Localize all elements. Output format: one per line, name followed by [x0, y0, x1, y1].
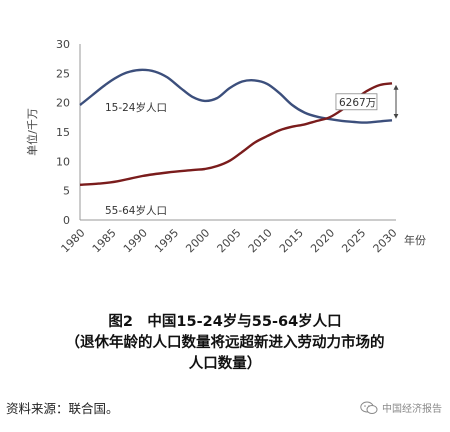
x-tick-label: 1995: [152, 226, 181, 255]
gap-annotation: 6267万: [335, 84, 399, 119]
x-tick-label: 1985: [90, 226, 119, 255]
series-line-15-24: [79, 68, 393, 124]
x-tick-label: 2030: [371, 226, 400, 255]
caption-title: 图2 中国15-24岁与55-64岁人口: [108, 314, 342, 330]
watermark-text: 中国经济报告: [382, 404, 442, 415]
y-tick-label: 30: [56, 38, 70, 51]
x-tick-label: 1990: [121, 226, 150, 255]
x-tick-label: 2005: [215, 226, 244, 255]
x-tick-label: 2000: [183, 226, 212, 255]
x-tick-label: 2020: [308, 226, 337, 255]
y-tick-label: 20: [56, 97, 70, 110]
x-tick-label: 2010: [246, 226, 275, 255]
y-tick-label: 5: [63, 185, 70, 198]
x-axis-label: 年份: [404, 233, 426, 247]
series-label-55-64: 55-64岁人口: [105, 204, 167, 217]
x-axis: 1980 1985 1990 1995 2000 2005 2010 2015 2020 2025…: [59, 219, 426, 255]
y-axis-label: 单位/千万: [25, 108, 39, 156]
watermark: 中国经济报告: [360, 400, 442, 415]
y-tick-label: 15: [56, 126, 70, 139]
wechat-icon: [360, 401, 378, 414]
series-label-15-24: 15-24岁人口: [105, 101, 167, 114]
gap-annotation-label: 6267万: [339, 97, 376, 109]
y-axis: 0 5 10 15 20 25 30 单位/千万: [25, 38, 81, 227]
figure-caption: 图2 中国15-24岁与55-64岁人口 （退休年龄的人口数量将远超新进入劳动力…: [0, 312, 450, 375]
source-note: 资料来源：联合国。: [6, 401, 119, 416]
x-tick-label: 1980: [59, 226, 88, 255]
x-tick-label: 2015: [277, 226, 306, 255]
y-tick-label: 0: [63, 214, 70, 227]
x-tick-label: 2025: [339, 226, 368, 255]
y-tick-label: 10: [56, 155, 70, 168]
caption-subtitle-line1: （退休年龄的人口数量将远超新进入劳动力市场的: [65, 335, 385, 351]
caption-subtitle-line2: 人口数量）: [188, 356, 262, 372]
y-tick-label: 25: [56, 67, 70, 80]
